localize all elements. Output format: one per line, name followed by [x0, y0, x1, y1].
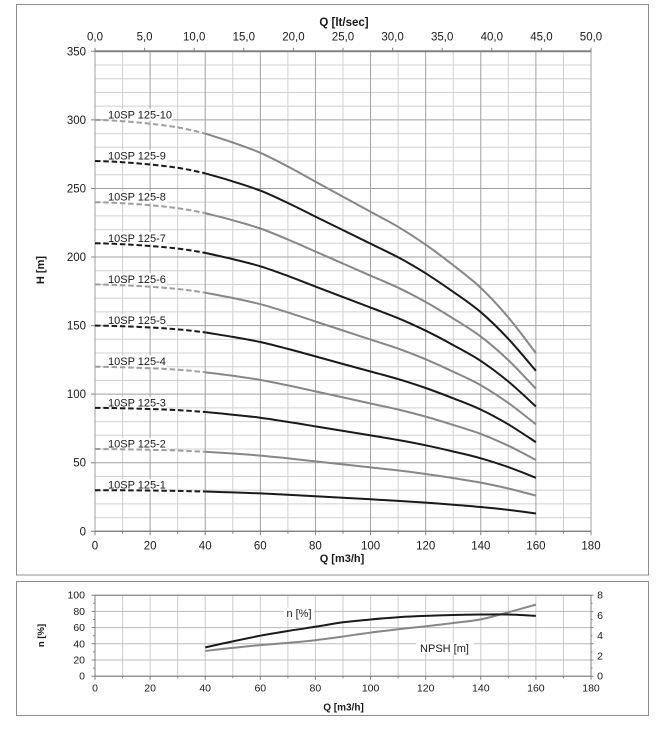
- svg-text:10SP 125-5: 10SP 125-5: [108, 315, 166, 327]
- svg-text:10SP 125-1: 10SP 125-1: [108, 480, 166, 492]
- svg-text:4: 4: [597, 630, 603, 642]
- svg-text:20: 20: [73, 655, 85, 667]
- svg-text:10SP 125-3: 10SP 125-3: [108, 397, 166, 409]
- svg-text:100: 100: [67, 590, 85, 602]
- svg-text:80: 80: [309, 541, 322, 553]
- svg-text:40: 40: [199, 683, 211, 695]
- svg-text:30,0: 30,0: [381, 32, 403, 44]
- svg-text:50: 50: [73, 458, 86, 470]
- svg-text:150: 150: [67, 321, 86, 333]
- svg-text:100: 100: [362, 683, 380, 695]
- svg-text:10SP 125-7: 10SP 125-7: [108, 233, 166, 245]
- svg-text:200: 200: [67, 252, 86, 264]
- svg-text:0: 0: [92, 683, 98, 695]
- svg-text:n [%]: n [%]: [36, 624, 47, 647]
- svg-text:350: 350: [67, 46, 86, 58]
- svg-text:8: 8: [597, 590, 603, 602]
- svg-text:10SP 125-9: 10SP 125-9: [108, 151, 166, 163]
- svg-text:10,0: 10,0: [183, 32, 205, 44]
- svg-text:50,0: 50,0: [580, 32, 602, 44]
- svg-text:100: 100: [361, 541, 380, 553]
- svg-text:300: 300: [67, 115, 86, 127]
- svg-text:0,0: 0,0: [87, 32, 103, 44]
- svg-text:180: 180: [582, 683, 600, 695]
- svg-text:160: 160: [526, 541, 545, 553]
- svg-text:20: 20: [144, 541, 157, 553]
- svg-text:100: 100: [67, 389, 86, 401]
- svg-text:2: 2: [597, 651, 603, 663]
- svg-text:0: 0: [92, 541, 98, 553]
- svg-text:Q [m3/h]: Q [m3/h]: [323, 703, 364, 714]
- svg-text:40: 40: [199, 541, 212, 553]
- svg-text:160: 160: [527, 683, 545, 695]
- svg-text:10SP 125-4: 10SP 125-4: [108, 356, 166, 368]
- svg-text:Q [lt/sec]: Q [lt/sec]: [319, 17, 368, 29]
- svg-text:6: 6: [597, 610, 603, 622]
- svg-text:60: 60: [73, 622, 85, 634]
- svg-text:25,0: 25,0: [332, 32, 354, 44]
- svg-text:120: 120: [417, 683, 435, 695]
- svg-text:15,0: 15,0: [233, 32, 255, 44]
- svg-text:80: 80: [73, 606, 85, 618]
- svg-text:45,0: 45,0: [530, 32, 552, 44]
- svg-text:20,0: 20,0: [282, 32, 304, 44]
- svg-text:Q [m3/h]: Q [m3/h]: [320, 553, 365, 565]
- svg-text:20: 20: [144, 683, 156, 695]
- svg-text:n [%]: n [%]: [286, 608, 311, 620]
- svg-text:H [m]: H [m]: [35, 256, 47, 284]
- svg-text:0: 0: [597, 671, 603, 683]
- svg-text:80: 80: [310, 683, 322, 695]
- svg-text:10SP 125-10: 10SP 125-10: [108, 109, 172, 121]
- svg-text:0: 0: [80, 526, 86, 538]
- svg-text:120: 120: [416, 541, 435, 553]
- svg-text:60: 60: [254, 541, 267, 553]
- svg-text:10SP 125-6: 10SP 125-6: [108, 274, 166, 286]
- svg-text:140: 140: [471, 541, 490, 553]
- svg-text:60: 60: [254, 683, 266, 695]
- svg-text:140: 140: [472, 683, 490, 695]
- svg-text:5,0: 5,0: [137, 32, 153, 44]
- svg-text:10SP 125-8: 10SP 125-8: [108, 192, 166, 204]
- svg-text:250: 250: [67, 183, 86, 195]
- svg-text:40: 40: [73, 638, 85, 650]
- svg-text:35,0: 35,0: [431, 32, 453, 44]
- svg-text:0: 0: [79, 671, 85, 683]
- svg-text:180: 180: [581, 541, 600, 553]
- svg-text:NPSH [m]: NPSH [m]: [420, 643, 469, 655]
- svg-text:40,0: 40,0: [481, 32, 503, 44]
- svg-text:10SP 125-2: 10SP 125-2: [108, 439, 166, 451]
